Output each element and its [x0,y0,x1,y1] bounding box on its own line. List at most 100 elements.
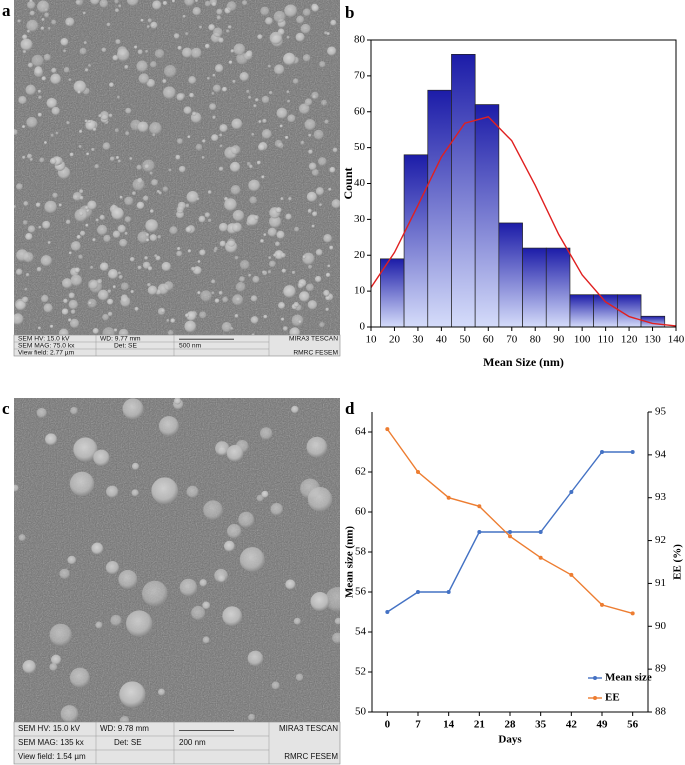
particle [317,157,327,166]
particle [118,569,138,589]
particle [88,63,92,68]
sem-image [14,398,340,722]
particle [45,433,57,446]
legend-label: Mean size [605,672,652,684]
x-tick-label: 42 [566,719,578,731]
particle [314,275,322,283]
particle [261,95,270,104]
y-tick-label: 50 [354,141,366,153]
particle [275,207,282,214]
particle [176,250,183,257]
panel-label: c [2,399,10,418]
particle [334,617,340,625]
particle [103,234,111,243]
particle [197,291,201,295]
info-text: SEM MAG: 75.0 kx [18,342,75,349]
particle [195,0,199,3]
particle [84,119,88,123]
particle [91,542,104,555]
particle [97,278,103,284]
particle [59,568,70,580]
particle [247,650,264,667]
particle [197,260,201,264]
particle [186,485,199,498]
particle [265,17,273,25]
particle [60,38,69,46]
particle [224,198,237,212]
particle [68,78,72,82]
particle [102,327,115,335]
particle [44,12,50,18]
particle [192,7,201,16]
particle [222,86,228,92]
particle [131,489,139,497]
particle [259,427,273,440]
legend-label: EE [605,692,620,704]
particle [302,54,311,62]
particle [202,601,211,610]
particle [330,19,337,26]
particle [198,25,203,29]
fit-curve [370,116,677,327]
y2-tick-label: 89 [655,663,667,675]
particle [146,25,150,29]
particle [231,118,243,130]
y2-axis-label: EE (%) [672,544,684,580]
particle [311,224,315,228]
particle [273,10,286,23]
particle [167,330,174,335]
particle [99,262,109,272]
particle [92,238,96,242]
particle [84,68,89,72]
particle [44,200,57,214]
particle [307,300,318,310]
particle [274,64,285,75]
histogram-bar [593,294,618,328]
particle [232,209,245,222]
particle [99,214,105,221]
series-marker [508,534,512,539]
y-axis-label: Mean size (nm) [344,526,356,598]
particle [60,705,79,722]
y-tick-label: 70 [354,69,366,81]
particle [281,268,287,273]
particle [29,157,33,162]
particle [184,0,195,7]
panel-label: a [2,1,11,20]
particle [79,211,84,216]
particle [278,302,286,310]
particle [58,203,62,207]
particle [267,270,272,274]
particle [254,215,259,220]
particle [261,490,269,498]
particle [94,164,99,169]
particle [152,133,156,137]
series-marker [446,495,451,500]
particle [257,34,263,40]
particle [37,326,41,330]
particle [119,195,123,199]
particle [124,216,132,223]
particle [256,494,264,502]
particle [124,65,129,70]
particle [158,416,179,437]
info-text: MIRA3 TESCAN [279,724,338,733]
info-text: 500 nm [179,342,202,349]
particle [221,321,232,333]
particle [87,298,97,309]
particle [260,6,270,16]
particle [311,168,319,177]
particle [304,98,313,106]
particle [16,183,23,190]
particle [47,26,51,30]
series-marker [538,530,543,534]
particle [145,233,150,237]
particle [105,561,120,575]
particle [315,248,323,256]
particle [229,161,241,173]
particle [116,48,130,62]
particle [138,73,150,84]
series-marker [385,610,390,614]
histogram-bar [451,53,476,328]
